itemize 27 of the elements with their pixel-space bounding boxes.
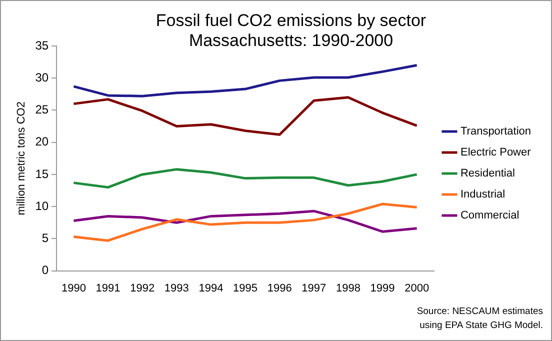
legend-label: Industrial xyxy=(460,188,506,201)
legend-label: Electric Power xyxy=(460,146,532,159)
y-tick-label: 35 xyxy=(35,38,49,52)
y-tick-label: 20 xyxy=(35,134,49,149)
y-tick-label: 0 xyxy=(42,263,49,278)
x-tick-label: 1996 xyxy=(267,282,292,294)
x-tick-label: 1990 xyxy=(61,282,86,294)
chart-title: Fossil fuel CO2 emissions by sector Massachusetts: 1990-2000 xyxy=(154,11,428,51)
y-tick-label: 30 xyxy=(35,70,49,84)
x-tick-label: 1991 xyxy=(96,282,120,294)
x-tick-label: 1995 xyxy=(233,282,258,294)
y-tick-label: 10 xyxy=(35,198,49,213)
x-tick-label: 1992 xyxy=(130,282,155,294)
x-tick-label: 1999 xyxy=(370,282,395,294)
legend-label: Residential xyxy=(460,168,515,180)
legend-label: Transportation xyxy=(460,126,532,138)
x-tick-label: 1993 xyxy=(164,282,189,294)
legend-label: Commercial xyxy=(460,210,520,222)
x-tick-label: 1994 xyxy=(198,282,224,294)
y-tick-label: 5 xyxy=(42,231,49,245)
x-tick-label: 1998 xyxy=(336,282,360,294)
y-tick-label: 25 xyxy=(35,102,49,117)
x-tick-label: 2000 xyxy=(404,282,430,294)
source-note: Source: NESCAUM estimates using EPA State GHG Model. xyxy=(416,305,543,333)
x-tick-label: 1997 xyxy=(302,282,326,294)
y-tick-label: 15 xyxy=(35,166,49,181)
y-axis-title: million metric tons CO2 xyxy=(16,102,28,216)
